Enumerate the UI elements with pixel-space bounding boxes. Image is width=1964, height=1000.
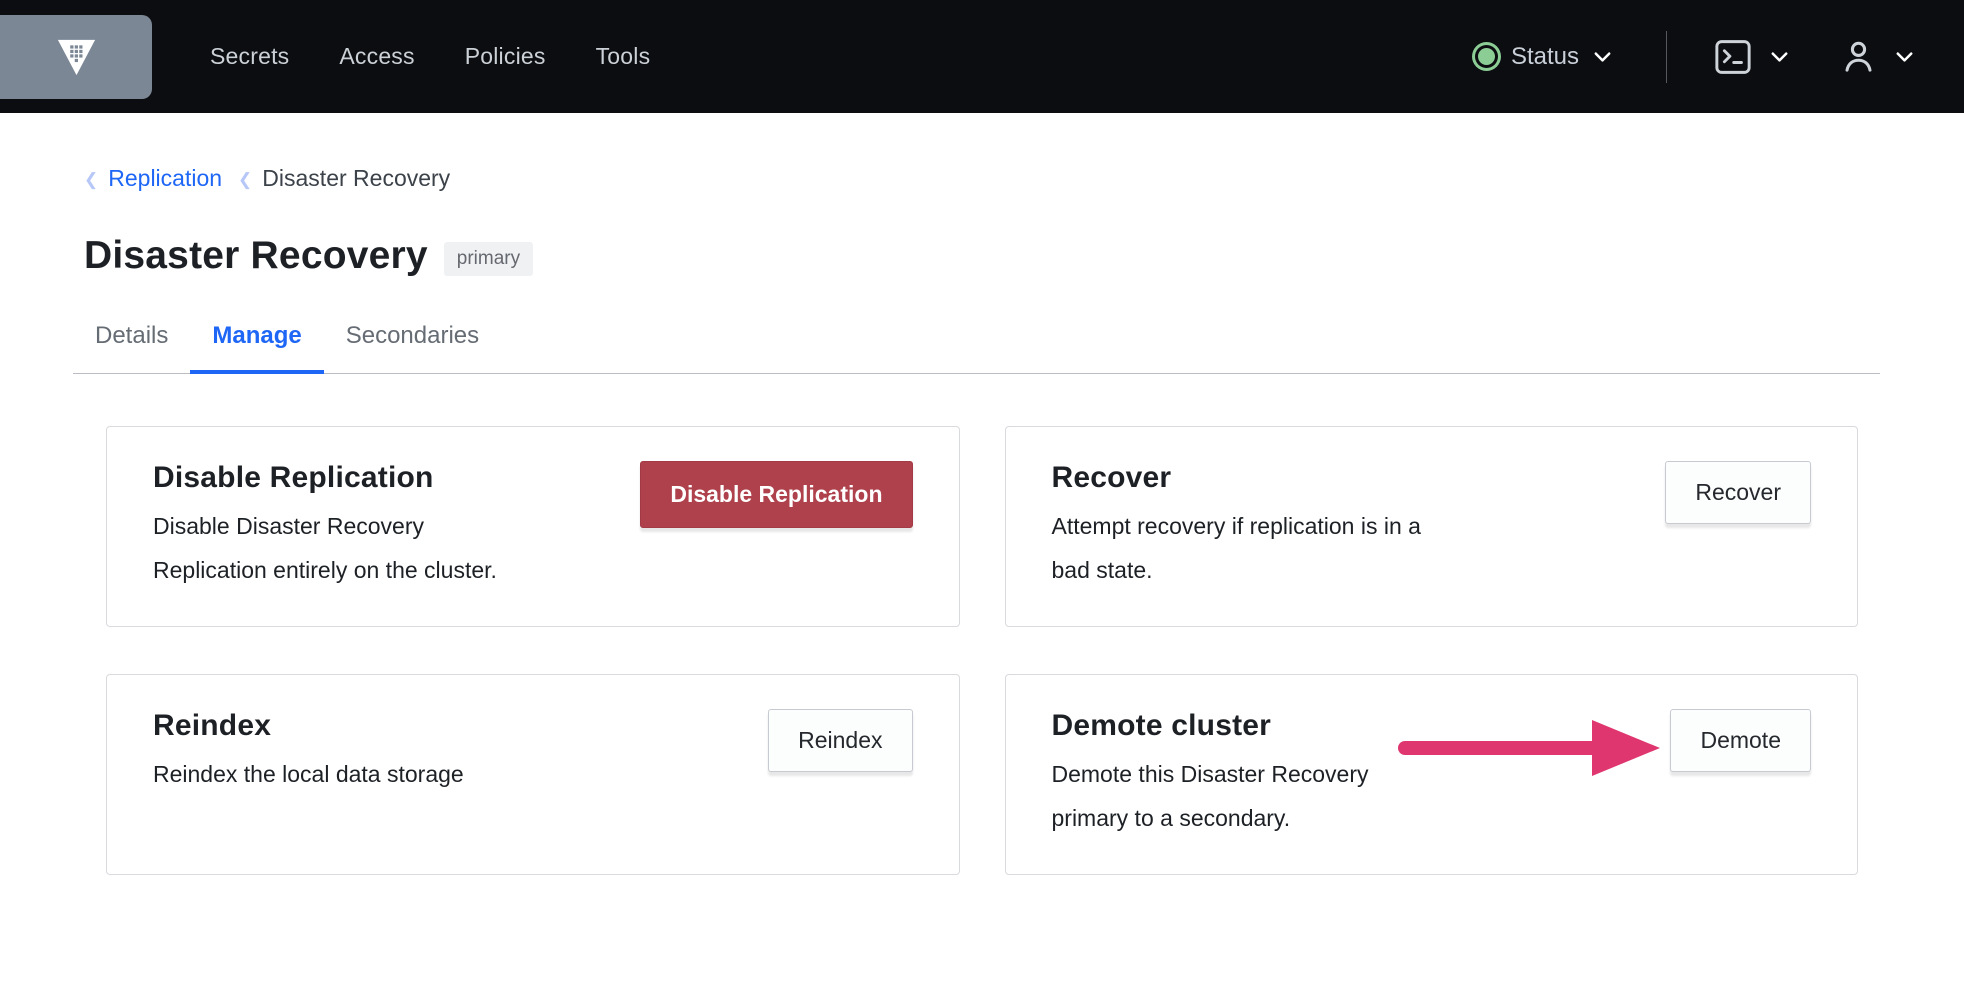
tab-manage[interactable]: Manage: [190, 322, 324, 374]
status-label: Status: [1510, 42, 1579, 70]
chevron-down-icon: [1768, 45, 1791, 68]
breadcrumb-back-icon: ❮: [238, 169, 253, 189]
user-menu[interactable]: [1837, 35, 1916, 78]
primary-nav: Secrets Access Policies Tools: [210, 43, 650, 70]
action-cards-grid: Disable Replication Disable Disaster Rec…: [106, 426, 1858, 875]
status-indicator-icon: [1477, 48, 1495, 65]
demote-button[interactable]: Demote: [1670, 709, 1811, 772]
breadcrumb-back-icon: ❮: [84, 169, 99, 189]
page-title: Disaster Recovery: [84, 234, 428, 277]
user-icon: [1837, 35, 1880, 78]
top-nav-bar: Secrets Access Policies Tools Status: [0, 0, 1964, 113]
chevron-down-icon: [1591, 45, 1614, 68]
card-description: Disable Disaster Recovery Replication en…: [153, 513, 497, 583]
replication-mode-badge: primary: [443, 242, 534, 276]
card-text: Disable Replication Disable Disaster Rec…: [153, 461, 640, 592]
card-text: Reindex Reindex the local data storage: [153, 709, 768, 796]
breadcrumb-current: Disaster Recovery: [262, 165, 451, 191]
title-row: Disaster Recovery primary: [84, 234, 1880, 278]
reindex-button[interactable]: Reindex: [768, 709, 913, 772]
card-description: Attempt recovery if replication is in a …: [1051, 513, 1421, 583]
card-recover: Recover Attempt recovery if replication …: [1004, 426, 1858, 627]
card-demote-cluster: Demote cluster Demote this Disaster Reco…: [1004, 674, 1858, 875]
status-menu[interactable]: Status: [1472, 42, 1614, 71]
recover-button[interactable]: Recover: [1665, 461, 1811, 524]
tab-bar: Details Manage Secondaries: [73, 322, 1880, 374]
card-title: Demote cluster: [1051, 709, 1272, 742]
card-text: Recover Attempt recovery if replication …: [1052, 461, 1666, 592]
card-reindex: Reindex Reindex the local data storage R…: [106, 674, 960, 875]
breadcrumb-link-replication[interactable]: Replication: [108, 165, 223, 191]
card-description: Demote this Disaster Recovery primary to…: [1051, 761, 1369, 831]
page-content: ❮ Replication ❮ Disaster Recovery Disast…: [73, 165, 1880, 875]
tab-secondaries[interactable]: Secondaries: [345, 322, 480, 349]
card-disable-replication: Disable Replication Disable Disaster Rec…: [106, 426, 960, 627]
nav-right-controls: Status: [1472, 30, 1916, 83]
disable-replication-button[interactable]: Disable Replication: [640, 461, 913, 528]
nav-item-tools[interactable]: Tools: [595, 43, 651, 69]
nav-item-secrets[interactable]: Secrets: [210, 43, 290, 69]
terminal-icon: [1711, 35, 1755, 79]
chevron-down-icon: [1893, 45, 1916, 68]
breadcrumb: ❮ Replication ❮ Disaster Recovery: [84, 165, 1880, 192]
card-title: Recover: [1051, 461, 1172, 494]
tab-details[interactable]: Details: [95, 322, 169, 349]
nav-item-policies[interactable]: Policies: [464, 43, 546, 69]
card-text: Demote cluster Demote this Disaster Reco…: [1052, 709, 1671, 840]
vault-logo[interactable]: [0, 14, 152, 99]
vault-logo-icon: [53, 33, 100, 80]
console-menu[interactable]: [1711, 35, 1791, 79]
card-title: Disable Replication: [153, 461, 434, 494]
nav-divider: [1666, 30, 1667, 83]
nav-item-access[interactable]: Access: [339, 43, 415, 69]
card-title: Reindex: [153, 709, 272, 742]
card-description: Reindex the local data storage: [153, 761, 464, 787]
